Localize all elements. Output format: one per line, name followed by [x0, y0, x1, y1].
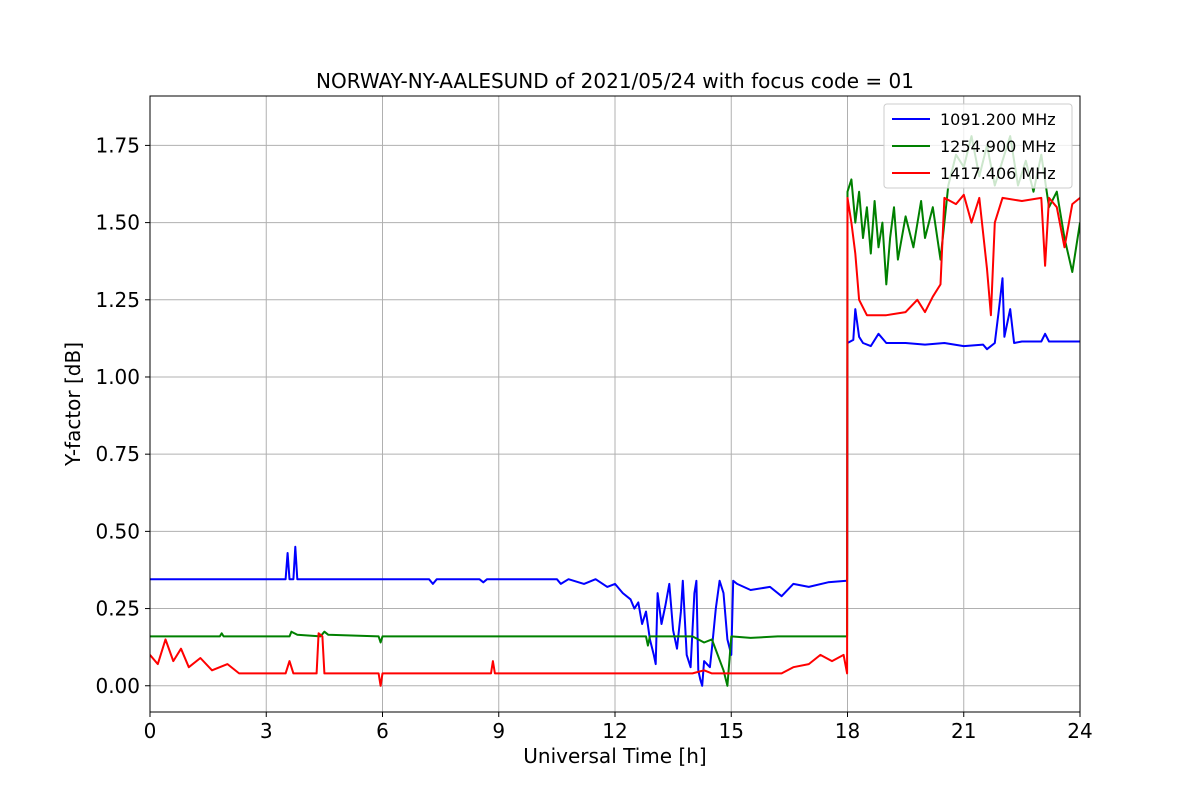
x-tick-label: 9	[492, 719, 505, 743]
x-tick-label: 12	[602, 719, 627, 743]
legend-label: 1091.200 MHz	[940, 110, 1056, 129]
y-axis-ticks: 0.00 0.25 0.50 0.75 1.00 1.25 1.50 1.75	[95, 133, 150, 698]
x-tick-label: 6	[376, 719, 389, 743]
x-tick-label: 21	[951, 719, 976, 743]
x-tick-label: 3	[260, 719, 273, 743]
y-tick-label: 0.75	[95, 442, 140, 466]
y-tick-label: 0.25	[95, 597, 140, 621]
y-tick-label: 1.50	[95, 211, 140, 235]
legend: 1091.200 MHz 1254.900 MHz 1417.406 MHz	[883, 103, 1073, 189]
x-tick-label: 24	[1067, 719, 1092, 743]
chart-title: NORWAY-NY-AALESUND of 2021/05/24 with fo…	[316, 69, 914, 93]
x-tick-label: 15	[719, 719, 744, 743]
series-line-3	[150, 193, 1080, 687]
series-line-1	[150, 277, 1080, 687]
legend-label: 1417.406 MHz	[940, 164, 1056, 183]
x-axis-ticks: 0 3 6 9 12 15 18 21 24	[144, 712, 1093, 743]
legend-label: 1254.900 MHz	[940, 137, 1056, 156]
x-tick-label: 0	[144, 719, 157, 743]
legend-box	[883, 103, 1073, 189]
y-tick-label: 0.50	[95, 519, 140, 543]
y-tick-label: 1.75	[95, 133, 140, 157]
x-tick-label: 18	[835, 719, 860, 743]
x-axis-label: Universal Time [h]	[523, 744, 706, 768]
y-tick-label: 1.25	[95, 288, 140, 312]
y-axis-label: Y-factor [dB]	[61, 342, 85, 467]
y-tick-label: 1.00	[95, 365, 140, 389]
y-tick-label: 0.00	[95, 674, 140, 698]
